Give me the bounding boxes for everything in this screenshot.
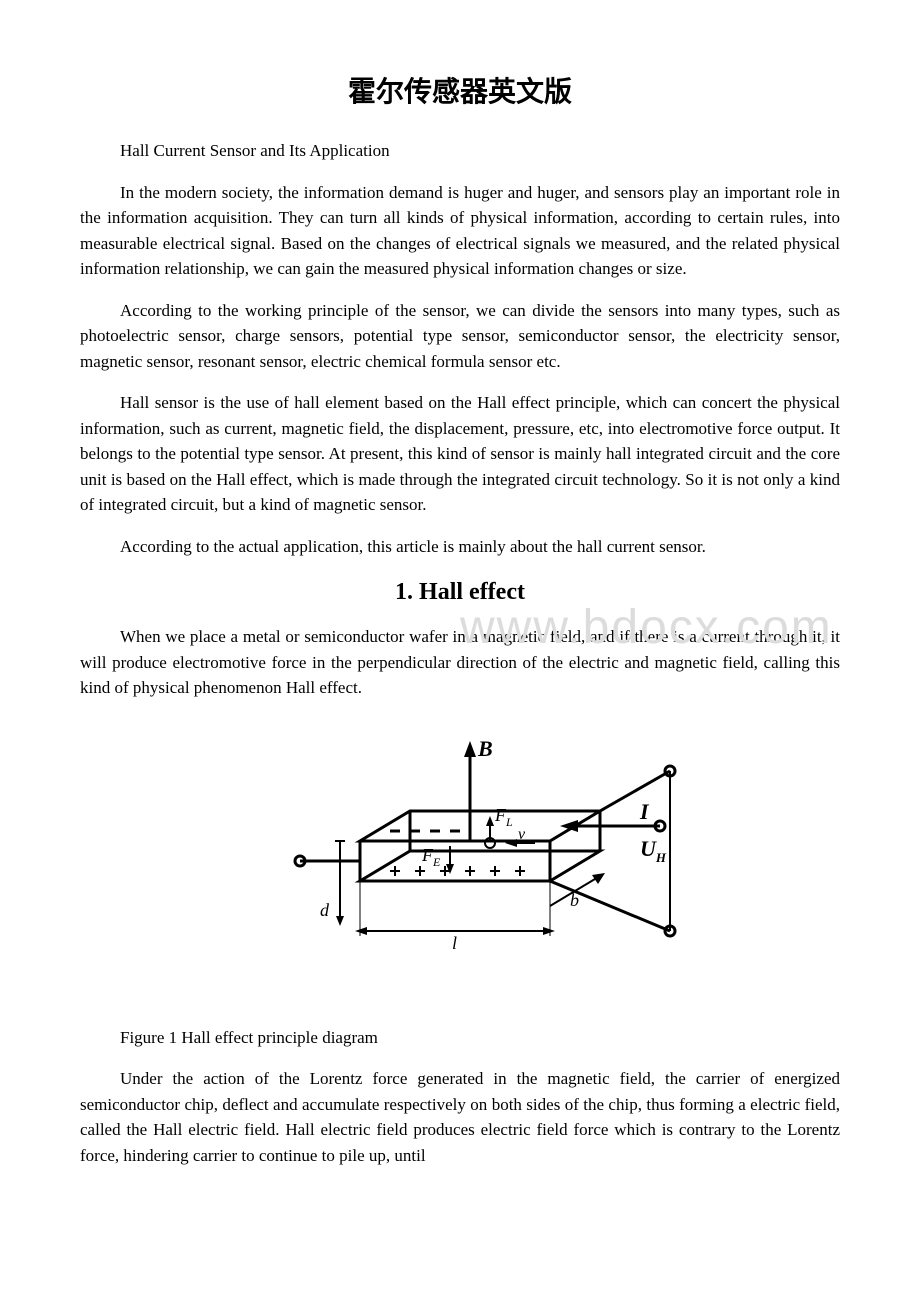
paragraph-3: Hall sensor is the use of hall element b… <box>80 390 840 518</box>
figure-1-caption: Figure 1 Hall effect principle diagram <box>80 1025 840 1051</box>
main-title: 霍尔传感器英文版 <box>80 70 840 110</box>
hall-effect-diagram: B I UH FL FE v l d b <box>240 721 680 1001</box>
label-B: B <box>477 736 493 761</box>
label-v: v <box>518 826 526 843</box>
label-d: d <box>320 900 330 920</box>
label-l: l <box>452 933 457 953</box>
figure-1: B I UH FL FE v l d b <box>80 721 840 1001</box>
paragraph-5: When we place a metal or semiconductor w… <box>80 624 840 701</box>
label-FL: FL <box>494 805 513 829</box>
paragraph-2: According to the working principle of th… <box>80 298 840 375</box>
section-1-heading: 1. Hall effect <box>80 579 840 606</box>
label-b: b <box>570 890 579 910</box>
label-FE: FE <box>421 845 441 869</box>
paragraph-1: In the modern society, the information d… <box>80 180 840 282</box>
paragraph-6: Under the action of the Lorentz force ge… <box>80 1066 840 1168</box>
label-I: I <box>639 799 650 824</box>
subtitle-line: Hall Current Sensor and Its Application <box>80 138 840 164</box>
document-body: 霍尔传感器英文版 Hall Current Sensor and Its App… <box>80 70 840 1168</box>
label-UH: UH <box>640 836 667 865</box>
paragraph-4: According to the actual application, thi… <box>80 534 840 560</box>
